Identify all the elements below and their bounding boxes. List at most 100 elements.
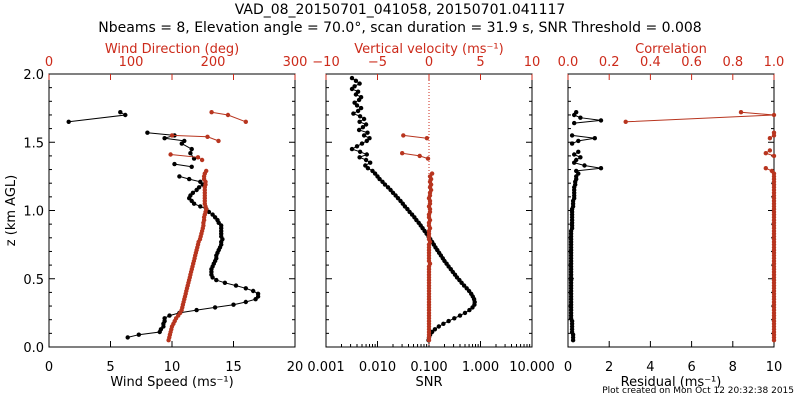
right-black-point	[569, 141, 575, 146]
middle-black-point	[354, 103, 360, 108]
right-top-xtick-label-0.6: 0.6	[681, 55, 702, 70]
left-black-point	[198, 204, 203, 209]
middle-black-point	[368, 160, 373, 165]
middle-black-point	[361, 133, 367, 138]
right-red-point	[767, 148, 773, 153]
middle-black-point	[354, 144, 360, 149]
left-black-point	[179, 141, 184, 146]
middle-black-point	[377, 176, 382, 182]
left-red-point	[195, 155, 201, 160]
right-red-series-line-0	[625, 111, 775, 123]
right-black-series-line-1	[571, 134, 595, 145]
left-black-point	[210, 275, 215, 280]
left-black-point	[194, 307, 199, 313]
middle-red-series-line-1	[402, 152, 429, 160]
right-black-point	[582, 163, 587, 168]
y-axis-label: z (km AGL)	[4, 175, 19, 246]
middle-black-series-line-0	[350, 77, 476, 341]
middle-black-point	[365, 130, 370, 135]
left-black-point	[172, 161, 177, 167]
left-black-point	[66, 119, 71, 125]
middle-black-point	[358, 105, 364, 111]
middle-xtick-label-1.000: 1.000	[462, 360, 499, 375]
middle-black-point	[436, 324, 441, 329]
y-tick-label-1.0: 1.0	[23, 205, 44, 220]
middle-black-point	[359, 141, 365, 146]
middle-black-point	[462, 310, 468, 316]
left-red-point	[166, 338, 171, 343]
left-black-point	[145, 130, 150, 135]
middle-black-point	[467, 307, 472, 313]
right-xtick-label-2: 2	[605, 360, 613, 375]
middle-black-point	[353, 92, 359, 97]
right-black-point	[578, 115, 583, 120]
middle-xtick-label-0.100: 0.100	[410, 360, 447, 375]
left-black-point	[187, 176, 192, 182]
right-black-point	[576, 149, 581, 154]
middle-black-point	[432, 327, 438, 332]
left-top-xtick-label-200: 200	[201, 55, 226, 70]
left-black-point	[177, 174, 182, 179]
y-tick-label-0.5: 0.5	[23, 273, 44, 288]
middle-black-point	[349, 146, 355, 152]
left-black-point	[162, 136, 167, 141]
left-black-point	[118, 110, 123, 115]
middle-black-point	[353, 78, 359, 84]
left-black-point	[167, 313, 172, 318]
left-black-point	[157, 329, 162, 335]
left-black-point	[214, 277, 219, 283]
left-black-point	[206, 209, 212, 215]
middle-black-point	[382, 182, 388, 187]
left-black-point	[251, 288, 256, 294]
left-black-point	[198, 179, 203, 184]
left-black-point	[161, 324, 166, 329]
left-black-series-line-0	[68, 111, 127, 123]
y-tick-label-2.0: 2.0	[23, 68, 44, 83]
middle-black-point	[364, 138, 369, 144]
left-black-point	[222, 280, 228, 285]
right-red-point	[771, 133, 777, 138]
middle-black-point	[357, 155, 362, 160]
middle-black-point	[470, 305, 475, 310]
right-top-xtick-label-0.2: 0.2	[599, 55, 620, 70]
middle-black-point	[363, 157, 369, 163]
middle-x-axis-label: SNR	[415, 375, 442, 390]
middle-red-series-line-0	[403, 134, 427, 139]
middle-top-xtick-label-m10: −10	[312, 55, 339, 70]
right-black-point	[598, 118, 604, 123]
middle-black-point	[361, 116, 367, 122]
left-black-point	[243, 299, 248, 305]
middle-top-xtick-label-0: 0	[425, 55, 433, 70]
left-red-point	[209, 110, 214, 115]
right-black-point	[572, 120, 577, 126]
middle-red-point	[426, 338, 432, 343]
right-red-point	[771, 153, 777, 159]
middle-black-point	[351, 111, 356, 116]
right-x-axis-label: Residual (ms⁻¹)	[621, 375, 722, 390]
right-red-point	[767, 136, 773, 141]
left-black-point	[194, 187, 199, 193]
middle-black-point	[367, 136, 372, 141]
middle-red-point	[424, 136, 430, 141]
right-black-point	[598, 166, 604, 171]
middle-top-xtick-label-m5: −5	[368, 55, 387, 70]
right-xtick-label-6: 6	[687, 360, 695, 375]
right-black-point	[592, 136, 597, 141]
right-xtick-label-10: 10	[766, 360, 783, 375]
right-xtick-label-8: 8	[729, 360, 737, 375]
left-red-point	[199, 157, 205, 163]
middle-black-point	[364, 152, 369, 157]
right-black-point	[569, 133, 575, 138]
right-red-point	[623, 119, 628, 125]
right-panel-frame	[567, 73, 775, 348]
right-xtick-label-0: 0	[564, 360, 572, 375]
left-red-point	[216, 138, 221, 144]
left-black-point	[188, 151, 193, 156]
left-black-point	[253, 297, 258, 302]
right-black-point	[578, 155, 583, 160]
left-xtick-label-10: 10	[164, 360, 181, 375]
left-xtick-label-15: 15	[225, 360, 242, 375]
middle-black-point	[357, 81, 362, 86]
right-black-point	[576, 138, 581, 144]
middle-xtick-label-10.000: 10.000	[509, 360, 555, 375]
